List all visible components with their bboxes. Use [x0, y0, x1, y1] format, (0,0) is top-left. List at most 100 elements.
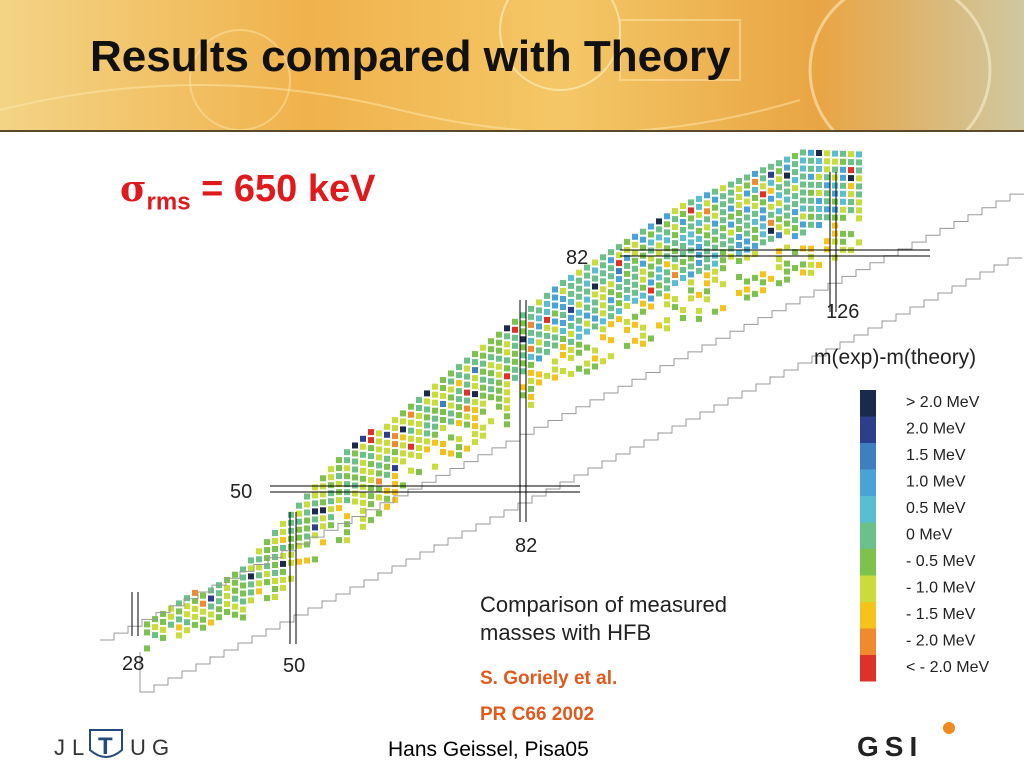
nuclide-cell — [672, 216, 678, 223]
nuclide-cell — [704, 192, 710, 199]
nuclide-cell — [552, 286, 558, 293]
nuclide-cell — [536, 299, 542, 306]
nuclide-cell — [664, 213, 670, 220]
magic-label-z50: 50 — [230, 481, 252, 503]
nuclide-cell — [472, 375, 478, 382]
nuclide-cell — [840, 174, 846, 181]
nuclide-cell — [352, 530, 358, 537]
nuclide-cell — [560, 280, 566, 286]
nuclide-cell — [168, 629, 174, 636]
nuclide-cell — [472, 407, 478, 414]
nuclide-cell — [616, 260, 622, 267]
nuclide-cell — [552, 326, 558, 333]
nuclide-cell — [288, 535, 294, 542]
nuclide-cell — [608, 289, 614, 296]
nuclide-cell — [344, 537, 350, 544]
chart-caption-line2: masses with HFB — [480, 620, 651, 645]
nuclide-cell — [592, 299, 598, 306]
nuclide-cell — [560, 304, 566, 310]
nuclide-cell — [400, 474, 406, 481]
nuclide-cell — [648, 295, 654, 302]
nuclide-cell — [464, 365, 470, 372]
legend-swatch — [860, 390, 876, 417]
nuclide-cell — [680, 243, 686, 249]
nuclide-cell — [232, 611, 238, 618]
nuclide-cell — [704, 264, 710, 271]
nuclide-cell — [312, 492, 318, 499]
nuclide-cell — [824, 214, 830, 221]
nuclide-cell — [664, 269, 670, 276]
nuclide-cell — [712, 196, 718, 203]
nuclide-cell — [264, 579, 270, 586]
nuclide-cell — [312, 484, 318, 491]
nuclide-cell — [232, 619, 238, 626]
nuclide-cell — [440, 393, 446, 399]
nuclide-cell — [328, 514, 334, 521]
nuclide-cell — [296, 510, 302, 517]
nuclide-cell — [272, 570, 278, 576]
nuclide-cell — [848, 151, 854, 158]
nuclide-cell — [840, 158, 846, 165]
nuclide-cell — [648, 335, 654, 342]
nuclide-cell — [448, 370, 454, 377]
nuclide-cell — [392, 449, 398, 456]
nuclide-cell — [200, 592, 206, 599]
nuclide-cell — [400, 426, 406, 433]
nuclide-cell — [704, 256, 710, 263]
nuclide-cell — [624, 302, 630, 309]
nuclide-cell — [560, 328, 566, 334]
nuclide-cell — [256, 580, 262, 587]
nuclide-cell — [448, 410, 454, 417]
nuclide-cell — [736, 298, 742, 304]
nuclide-cell — [672, 272, 678, 279]
nuclide-cell — [360, 507, 366, 514]
nuclide-cell — [232, 571, 238, 578]
nuclide-cell — [648, 263, 654, 270]
nuclide-cell — [336, 497, 342, 504]
nuclide-cell — [832, 198, 838, 205]
nuclide-cell — [704, 248, 710, 255]
nuclide-cell — [632, 297, 638, 304]
nuclide-cell — [296, 574, 302, 581]
nuclide-cell — [352, 442, 358, 449]
nuclide-cell — [464, 421, 470, 428]
nuclide-cell — [640, 332, 646, 339]
nuclide-cell — [344, 481, 350, 488]
nuclide-cell — [384, 471, 390, 478]
nuclide-cell — [688, 231, 694, 238]
nuclide-cell — [376, 454, 382, 461]
nuclide-cell — [288, 559, 294, 566]
nuclide-cell — [360, 443, 366, 450]
nuclide-cell — [256, 556, 262, 563]
nuclide-cell — [456, 412, 462, 419]
nuclide-cell — [248, 605, 254, 612]
nuclide-cell — [496, 403, 502, 410]
nuclide-cell — [160, 634, 166, 641]
nuclide-cell — [712, 292, 718, 299]
nuclide-cell — [504, 333, 510, 340]
nuclide-cell — [720, 217, 726, 224]
nuclide-cell — [224, 577, 230, 583]
nuclide-cell — [816, 182, 822, 188]
nuclide-cell — [544, 356, 550, 363]
nuclide-cell — [408, 451, 414, 458]
nuclide-cell — [424, 470, 430, 477]
nuclide-cell — [456, 444, 462, 451]
nuclide-cell — [296, 550, 302, 557]
nuclide-cell — [320, 539, 326, 546]
nuclide-cell — [624, 262, 630, 269]
nuclide-cell — [688, 207, 694, 214]
nuclide-cell — [696, 211, 702, 218]
nuclide-cell — [560, 360, 566, 366]
nuclide-cell — [800, 173, 806, 180]
nuclide-cell — [320, 515, 326, 522]
nuclide-cell — [576, 301, 582, 308]
legend-swatch — [860, 602, 876, 629]
nuclide-cell — [776, 176, 782, 183]
nuclide-cell — [560, 336, 566, 342]
magic-label-n82: 82 — [515, 535, 537, 557]
nuclide-cell — [504, 325, 510, 332]
nuclide-cell — [736, 186, 742, 192]
nuclide-cell — [208, 619, 214, 626]
nuclide-cell — [752, 202, 758, 209]
